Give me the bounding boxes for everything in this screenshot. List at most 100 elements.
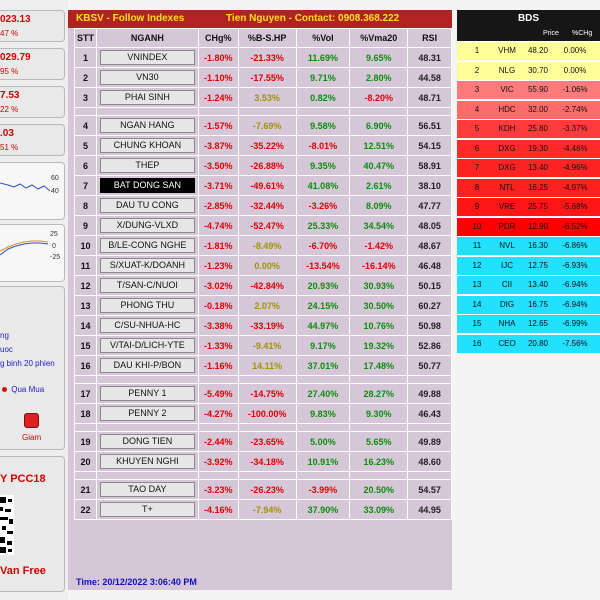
stock-row[interactable]: 9 VRE 25.75 -5.68% [457,197,600,216]
sector-button[interactable]: C/SU-NHUA-HC [99,318,195,333]
sector-button[interactable]: B/LE-CONG NGHE [99,238,195,253]
stock-symbol: HDC [498,104,516,114]
stock-row[interactable]: 14 DIG 16.75 -6.94% [457,294,600,314]
row-separator [74,471,452,480]
cell-stt: 4 [74,115,97,136]
stock-index: 7 [474,163,480,172]
stock-change: -6.93% [562,260,588,270]
stock-row[interactable]: 2 NLG 30.70 0.00% [457,60,600,80]
cell-chg: -2.44% [197,431,239,452]
sector-button[interactable]: PENNY 1 [99,386,195,401]
stock-index: 13 [472,280,482,289]
stock-row[interactable]: 10 PDR 12.90 -6.52% [457,216,600,236]
cell-bs: -7.69% [237,115,297,136]
sector-button[interactable]: T/SAN-C/NUOI [99,278,195,293]
sector-button[interactable]: S/XUAT-K/DOANH [99,258,195,273]
cell-bs: -23.65% [237,431,297,452]
cell-vma: 20.50% [349,479,409,500]
sector-button[interactable]: VN30 [99,70,195,85]
sector-button[interactable]: TAO DAY [99,482,195,497]
cell-bs: -34.18% [237,451,297,472]
stock-row[interactable]: 8 NTL 16.25 -4.97% [457,177,600,197]
cell-stt: 12 [74,275,97,296]
stock-row[interactable]: 6 DXG 19.30 -4.46% [457,138,600,158]
sector-button[interactable]: DAU TU CONG [99,198,195,213]
cell-vol: 27.40% [295,383,351,404]
contact-info: Tien Nguyen - Contact: 0908.368.222 [226,13,400,24]
cell-chg: -1.33% [197,335,239,356]
stock-row[interactable]: 1 VHM 48.20 0.00% [457,41,600,60]
cell-vol: -3.99% [295,479,351,500]
separator-cell [237,423,297,432]
cell-vma: 9.30% [349,403,409,424]
separator-cell [237,375,297,384]
stock-row[interactable]: 16 CEO 20.80 -7.56% [457,333,600,353]
cell-bs: -8.49% [237,235,297,256]
stock-row[interactable]: 13 CII 13.40 -6.94% [457,275,600,294]
cell-vma: 30.93% [349,275,409,296]
cell-stt: 11 [74,255,97,276]
sector-button[interactable]: VNINDEX [99,50,195,65]
stock-index: 8 [474,182,480,192]
cell-stt: 2 [74,67,97,88]
table-row: 19 DONG TIEN -2.44% -23.65% 5.00% 5.65% 49.89 [74,431,452,452]
cell-name: B/LE-CONG NGHE [95,235,199,256]
cell-bs: -32.44% [237,195,297,216]
sector-button[interactable]: T+ [99,502,195,517]
cell-chg: -1.23% [197,255,239,276]
stock-change: -5.68% [562,202,588,211]
cell-rsi: 48.67 [407,235,452,256]
table-row: 20 KHUYEN NGHI -3.92% -34.18% 10.91% 16.23% 48… [74,451,452,472]
stock-row[interactable]: 5 KDH 25.80 -3.37% [457,119,600,138]
sector-button[interactable]: BAT DONG SAN [99,178,195,193]
sector-button[interactable]: KHUYEN NGHI [99,454,195,469]
column-header: %Vol [295,28,351,48]
stock-index: 14 [472,299,482,309]
sector-button[interactable]: V/TAI-D/LICH-YTE [99,338,195,353]
cell-stt: 17 [74,383,97,404]
stock-row[interactable]: 3 VIC 55.90 -1.06% [457,80,600,99]
cell-stt: 21 [74,479,97,500]
sector-button[interactable]: PENNY 2 [99,406,195,421]
stock-price: 48.20 [527,46,549,55]
status-line: uoc [0,345,13,354]
stock-row[interactable]: 11 NVL 16.30 -6.86% [457,236,600,255]
cell-chg: -1.10% [197,67,239,88]
chart-tick: -25 [50,254,61,261]
cell-stt: 7 [74,175,97,196]
row-separator [74,423,452,432]
separator-cell [349,423,409,432]
sector-button[interactable]: CHUNG KHOAN [99,138,195,153]
stock-price: 13.40 [527,163,549,172]
cell-name: X/DUNG-VLXD [95,215,199,236]
table-row: 6 THEP -3.50% -26.88% 9.35% 40.47% 58.91 [74,155,452,176]
sector-button[interactable]: DONG TIEN [99,434,195,449]
index-pct: 22 % [0,105,19,114]
sector-button[interactable]: PHONG THU [99,298,195,313]
cell-vol: 20.93% [295,275,351,296]
table-row: 13 PHONG THU -0.18% 2.07% 24.15% 30.50% 60.27 [74,295,452,316]
stock-price: 30.70 [527,65,549,75]
cell-rsi: 47.77 [407,195,452,216]
stock-symbol: VHM [498,46,516,55]
stock-symbol: CII [501,280,513,289]
stock-row[interactable]: 4 HDC 32.00 -2.74% [457,99,600,119]
sector-button[interactable]: THEP [99,158,195,173]
cell-chg: -5.49% [197,383,239,404]
cell-rsi: 48.05 [407,215,452,236]
stock-symbol: DXG [498,143,516,153]
chart-tick: 25 [50,231,58,238]
cell-stt: 16 [74,355,97,376]
stock-row[interactable]: 12 IJC 12.75 -6.93% [457,255,600,275]
stock-price: 12.75 [527,260,549,270]
status-line: ng [0,331,9,340]
sector-button[interactable]: NGAN HANG [99,118,195,133]
stock-symbol: PDR [498,221,516,231]
stock-row[interactable]: 15 NHA 12.65 -6.99% [457,314,600,333]
sector-button[interactable]: X/DUNG-VLXD [99,218,195,233]
cell-rsi: 49.88 [407,383,452,404]
stock-row[interactable]: 7 DXG 13.40 -4.96% [457,158,600,177]
sector-button[interactable]: PHAI SINH [99,90,195,105]
sector-button[interactable]: DAU KHI-P/BON [99,358,195,373]
separator-cell [295,107,351,116]
